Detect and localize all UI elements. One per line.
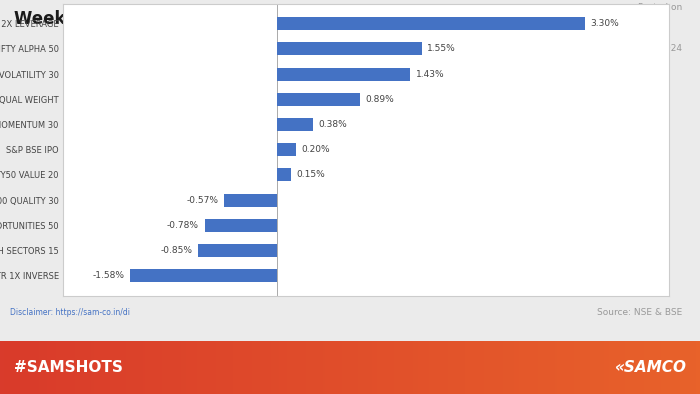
Text: 1.43%: 1.43% <box>416 70 444 79</box>
Text: -0.78%: -0.78% <box>167 221 199 230</box>
Bar <box>130 269 277 282</box>
Bar <box>277 43 421 56</box>
Bar <box>277 168 291 182</box>
Text: -0.85%: -0.85% <box>160 246 193 255</box>
Text: 0.38%: 0.38% <box>318 120 347 129</box>
Text: 1.55%: 1.55% <box>427 45 456 54</box>
Text: 3.30%: 3.30% <box>590 19 619 28</box>
Text: 20-09-2024: 20-09-2024 <box>631 44 682 53</box>
Text: -1.58%: -1.58% <box>92 271 125 280</box>
Bar <box>224 193 277 207</box>
Bar <box>277 143 296 156</box>
Bar <box>277 17 584 30</box>
Bar <box>204 219 277 232</box>
Text: Weekly Return of Strategy Indices for the Week Ended 20-09-24: Weekly Return of Strategy Indices for th… <box>14 10 615 28</box>
Text: «SAMCO: «SAMCO <box>614 360 686 375</box>
Text: Source: NSE & BSE: Source: NSE & BSE <box>597 308 682 317</box>
Text: -0.57%: -0.57% <box>187 195 218 204</box>
Text: 0.89%: 0.89% <box>365 95 395 104</box>
Text: Disclaimer: https://sam-co.in/di: Disclaimer: https://sam-co.in/di <box>10 308 130 317</box>
Bar <box>277 68 410 81</box>
Bar <box>198 244 277 257</box>
Text: Posted on: Posted on <box>638 4 682 12</box>
Bar <box>277 118 313 131</box>
Text: #SAMSHOTS: #SAMSHOTS <box>14 360 123 375</box>
Bar <box>277 93 360 106</box>
Text: 0.15%: 0.15% <box>297 171 326 179</box>
Text: 0.20%: 0.20% <box>302 145 330 154</box>
